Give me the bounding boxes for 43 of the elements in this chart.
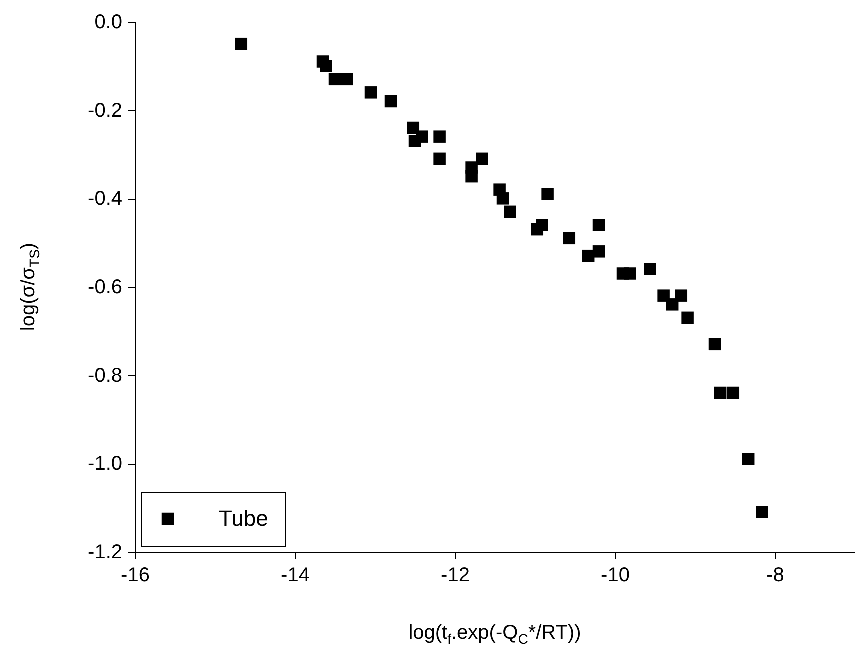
point — [708, 338, 722, 351]
y-tick-label: -1.2 — [88, 542, 122, 564]
point — [742, 453, 755, 466]
point — [644, 263, 656, 276]
y-tick-label: 0.0 — [94, 12, 122, 34]
x-tick-label: -16 — [121, 564, 150, 586]
point — [434, 152, 446, 166]
point — [384, 95, 398, 108]
point — [624, 268, 636, 280]
legend-label: Tube — [219, 506, 268, 531]
y-tick-label: -0.4 — [88, 188, 122, 210]
point — [675, 290, 688, 302]
x-tick-label: -8 — [766, 564, 784, 586]
point — [364, 86, 378, 99]
x-tick-label: -10 — [601, 564, 630, 586]
point — [235, 38, 248, 50]
point — [476, 152, 488, 166]
point — [592, 219, 606, 232]
point — [320, 60, 332, 72]
x-tick-label: -12 — [441, 564, 470, 586]
point — [592, 246, 606, 258]
point — [563, 232, 576, 245]
y-tick-label: -0.8 — [88, 364, 122, 387]
point — [340, 73, 354, 86]
point — [504, 206, 516, 218]
y-tick-label: -0.2 — [88, 100, 122, 122]
point — [466, 170, 478, 183]
point — [542, 188, 554, 200]
point — [727, 386, 740, 400]
point — [434, 130, 446, 143]
x-tick-label: -14 — [281, 564, 310, 586]
point — [496, 192, 510, 205]
point — [408, 135, 422, 148]
point — [756, 506, 768, 518]
point — [536, 219, 548, 232]
point — [682, 312, 694, 324]
point — [666, 298, 679, 311]
y-tick-label: -1.0 — [88, 453, 122, 476]
x-axis-title: log(t$_{f}$.exp(-Q$_{C}$*/RT)) — [408, 622, 582, 647]
y-tick-label: -0.6 — [88, 276, 122, 298]
point — [328, 73, 342, 86]
point — [714, 386, 727, 400]
point — [658, 290, 670, 302]
